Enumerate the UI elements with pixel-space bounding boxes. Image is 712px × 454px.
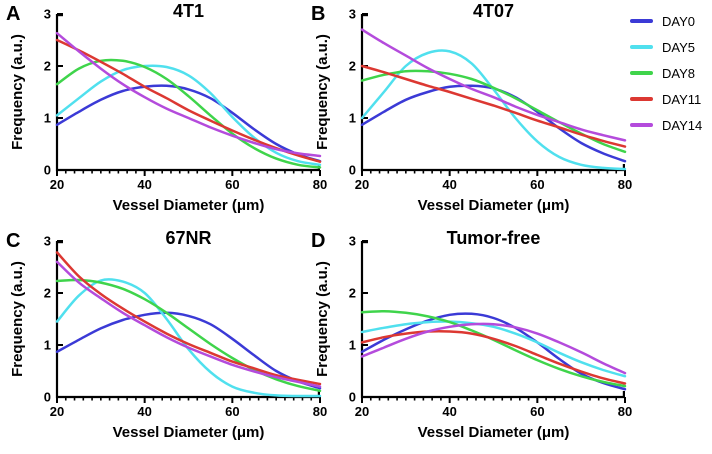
chart-title-4t1: 4T1 [172,1,205,21]
chart-canvas-c: 0 1 2 3 20 40 60 80 Vessel Diameter (μm) Frequenc… [9,234,327,442]
legend-label-day5: DAY5 [662,39,695,55]
y-tick-label: 1 [44,111,51,126]
panel-c: C 67NR 0 1 2 3 20 40 60 80 Vessel Diameter (μm) F… [0,227,356,454]
x-tick-label: 60 [225,177,239,192]
x-tick-label: 40 [442,404,456,419]
y-axis-title: Frequency (a.u.) [314,34,331,150]
y-tick-label: 3 [349,7,356,22]
y-tick-label: 2 [44,59,51,74]
legend-swatch-day11 [630,97,653,101]
series-curve-day11 [360,64,627,148]
legend-swatch-day0 [630,19,653,23]
panel-a: A 4T1 0 1 2 3 20 40 60 80 Vessel Diameter (μm) Fr… [0,0,356,227]
x-tick-label: 20 [355,177,369,192]
legend-label-day8: DAY8 [662,65,695,81]
chart-title-4t07: 4T07 [472,1,515,21]
y-tick-label: 1 [349,111,356,126]
y-axis-title: Frequency (a.u.) [314,261,331,377]
x-tick-label: 20 [50,177,64,192]
panel-letter-a: A [6,3,21,25]
series-curve-day8 [55,278,322,393]
legend-item-day11: DAY11 [630,86,712,112]
legend-label-day0: DAY0 [662,13,695,29]
series-curve-day11 [360,329,627,385]
panel-letter-d: D [311,230,326,252]
x-tick-label: 60 [530,177,544,192]
y-tick-label: 1 [349,338,356,353]
legend-swatch-day14 [630,123,653,127]
panel-b: B 4T07 0 1 2 3 20 40 60 80 Vessel Diameter (μm) F… [305,0,661,227]
y-tick-label: 1 [44,338,51,353]
y-tick-label: 3 [349,234,356,249]
x-tick-label: 60 [530,404,544,419]
x-tick-label: 80 [313,177,327,192]
series-curve-day5 [360,49,627,171]
x-tick-label: 20 [355,404,369,419]
y-axis-title: Frequency (a.u.) [9,34,26,150]
series-curve-day5 [360,320,627,378]
legend-item-day5: DAY5 [630,34,712,60]
legend-item-day0: DAY0 [630,8,712,34]
chart-canvas-a: 0 1 2 3 20 40 60 80 Vessel Diameter (μm) Frequenc… [9,7,327,215]
panel-d: D Tumor-free 0 1 2 3 20 40 60 80 Vessel Diameter… [305,227,661,454]
y-tick-label: 2 [44,286,51,301]
series-curve-day14 [55,260,322,388]
x-axis-title: Vessel Diameter (μm) [418,424,570,441]
y-tick-label: 2 [349,286,356,301]
x-tick-label: 60 [225,404,239,419]
legend-item-day14: DAY14 [630,112,712,138]
x-axis-title: Vessel Diameter (μm) [113,424,265,441]
x-tick-label: 80 [313,404,327,419]
series-curve-day14 [55,31,322,158]
y-tick-label: 3 [44,234,51,249]
series-curve-day0 [360,312,627,391]
chart-canvas-d: 0 1 2 3 20 40 60 80 Vessel Diameter (μm) Frequenc… [314,234,632,442]
panel-letter-c: C [6,230,21,252]
series-curve-day0 [55,311,322,390]
legend-label-day14: DAY14 [662,117,703,133]
series-curve-day14 [360,322,627,375]
x-tick-label: 40 [442,177,456,192]
x-tick-label: 40 [137,177,151,192]
series-curve-day5 [55,278,322,398]
x-axis-title: Vessel Diameter (μm) [418,197,570,214]
y-tick-label: 0 [44,163,51,178]
legend-label-day11: DAY11 [662,91,702,107]
y-tick-label: 2 [349,59,356,74]
legend-swatch-day8 [630,71,653,75]
series-curve-day8 [360,69,627,154]
x-tick-label: 40 [137,404,151,419]
x-tick-label: 20 [50,404,64,419]
legend-swatch-day5 [630,45,653,49]
y-tick-label: 0 [349,163,356,178]
series-curve-day0 [55,84,322,163]
x-tick-label: 80 [618,177,632,192]
chart-title-67nr: 67NR [165,228,212,248]
x-tick-label: 80 [618,404,632,419]
x-axis-title: Vessel Diameter (μm) [113,197,265,214]
panel-letter-b: B [311,3,326,25]
series-curve-day11 [55,251,322,386]
y-tick-label: 3 [44,7,51,22]
series-curve-day5 [55,64,322,167]
y-axis-title: Frequency (a.u.) [9,261,26,377]
legend-item-day8: DAY8 [630,60,712,86]
chart-title-tumor-free: Tumor-free [446,228,541,248]
y-tick-label: 0 [349,390,356,405]
y-tick-label: 0 [44,390,51,405]
legend: DAY0 DAY5 DAY8 DAY11 DAY14 [630,8,712,138]
series-curve-day14 [360,28,627,142]
chart-canvas-b: 0 1 2 3 20 40 60 80 Vessel Diameter (μm) Frequenc… [314,7,632,215]
